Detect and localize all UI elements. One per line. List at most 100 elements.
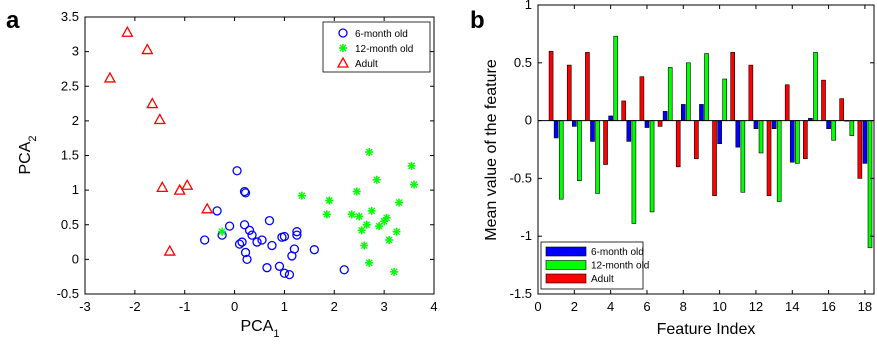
panel-a-point-6-month-old-28 [309,245,319,255]
panel-a-legend-marker-6-month-old [338,28,348,38]
panel-a-legend: 6-month old 12-month old Adult [322,21,431,73]
panel-a-point-12-month-old-15 [382,213,391,222]
panel-b-bar-adult-1 [548,50,554,121]
panel-b-bar-12-month-old-17 [849,120,855,136]
panel-a-x-axis-label-sub: 1 [273,328,279,340]
panel-a-point-6-month-old-11 [247,230,257,240]
panel-a-x-axis-label-main: PCA [240,318,273,335]
panel-a-point-6-month-old-10 [244,225,255,235]
panel-a-point-adult-8 [163,244,176,256]
panel-b-bar-adult-5 [621,100,627,121]
panel-a-point-12-month-old-11 [365,258,374,267]
panel-a-point-6-month-old-16 [240,247,251,258]
panel-a-point-6-month-old-20 [279,268,290,278]
panel-b-bar-12-month-old-18 [867,120,873,249]
panel-a-point-12-month-old-1 [325,196,334,205]
panel-a-y-tick-label-5: 2 [72,113,79,128]
panel-b-x-tick-label-1: 2 [571,299,578,314]
panel-b-bar-6-month-old-2 [572,120,577,127]
panel-a-point-6-month-old-7 [234,239,245,249]
panel-b-bar-adult-16 [821,79,826,121]
panel-b-bar-12-month-old-5 [631,120,637,224]
panel-b-bar-12-month-old-4 [613,35,619,121]
panel-a-x-tick-label-0: -3 [79,299,91,314]
panel-a-legend-label-adult: Adult [355,59,378,70]
panel-a-point-12-month-old-9 [365,148,374,157]
panel-a-point-adult-3 [153,113,166,125]
panel-a-point-12-month-old-0 [297,191,306,200]
panel-a-legend-label-6-month-old: 6-month old [355,29,408,40]
panel-a-y-tick-label-8: 3.5 [61,9,79,24]
panel-b-bar-adult-10 [712,120,717,197]
panel-a-point-6-month-old-15 [267,240,277,251]
panel-b-bar-adult-17 [839,98,844,121]
panel-a-point-6-month-old-29 [339,265,349,275]
panel-a-point-12-month-old-22 [218,227,227,236]
panel-a-y-tick-label-0: -0.5 [57,286,79,301]
panel-a-point-12-month-old-17 [390,267,399,276]
panel-a-point-adult-4 [103,71,117,83]
panel-a-point-12-month-old-8 [362,220,371,229]
panel-a-point-6-month-old-25 [292,230,302,240]
panel-a-point-12-month-old-4 [347,210,356,219]
panel-b-bar-6-month-old-10 [717,120,722,145]
panel-b-bar-adult-9 [694,120,699,160]
panel-a-point-12-month-old-10 [367,206,376,215]
panel-b-legend-swatch-12-month-old [545,260,587,270]
panel-a-x-tick-label-4: 1 [281,299,288,314]
panel-b-bar-6-month-old-9 [699,104,704,121]
panel-a-point-6-month-old-18 [262,263,272,273]
panel-a-y-tick-label-6: 2.5 [61,78,79,93]
panel-a-y-tick-label-3: 1 [72,182,79,197]
panel-b-bar-6-month-old-1 [553,120,559,139]
panel-b-x-axis-label: Feature Index [657,321,756,338]
panel-b-bar-12-month-old-1 [558,120,564,200]
panel-a-marks [103,25,419,280]
panel-b-bar-6-month-old-5 [626,120,632,142]
panel-b-bar-adult-18 [857,120,863,179]
panel-b-letter: b [470,7,485,34]
panel-a-point-6-month-old-27 [289,244,300,254]
panel-a-legend-box [322,21,431,73]
panel-b-x-tick-label-7: 14 [785,299,799,314]
panel-b-bar-adult-2 [566,64,572,121]
panel-b-bar-6-month-old-7 [662,111,668,121]
panel-b-x-tick-label-0: 0 [534,299,541,314]
panel-a-y-tick-label-2: 0.5 [61,217,79,232]
panel-b-bar-6-month-old-6 [644,120,650,128]
panel-b-x-tick-label-3: 6 [643,299,650,314]
panel-a-point-6-month-old-19 [274,261,285,271]
panel-a-x-tick-label-5: 2 [331,299,338,314]
panel-a-point-12-month-old-16 [385,235,394,244]
panel-b-bar-12-month-old-10 [722,78,728,121]
panel-b-bar-adult-3 [585,52,590,121]
panel-b-bar-6-month-old-12 [753,120,759,129]
panel-b-y-tick-label-2: -0.5 [510,170,532,185]
panel-b-y-tick-label-3: 0 [525,113,532,128]
panel-a-y-axis-label-main: PCA [17,141,34,174]
panel-b-legend-swatch-6-month-old [545,246,587,257]
panel-b-x-tick-label-9: 18 [858,299,872,314]
panel-b-bar-adult-11 [730,52,735,121]
panel-a-point-adult-9 [201,202,214,214]
panel-b-marks [538,35,874,249]
panel-b-bar-6-month-old-13 [771,120,777,129]
panel-b-legend-label-6-month-old: 6-month old [591,247,644,258]
panel-a-y-axis-label: PCA2 [17,135,39,174]
panel-b-bar-6-month-old-18 [862,120,868,164]
panel-a-x-tick-label-3: 0 [231,299,238,314]
panel-b-legend-swatch-adult [545,273,587,284]
panel-b-bar-12-month-old-6 [649,120,655,213]
panel-b-legend-label-12-month-old: 12-month old [591,261,649,272]
panel-a-point-adult-7 [181,178,194,190]
panel-a-y-axis-label-sub: 2 [27,135,39,141]
panel-a-y-tick-label-4: 1.5 [61,148,79,163]
panel-b-bar-adult-4 [603,120,608,165]
panel-b-ticks: 0 2 4 6 8 10 12 14 16 18 -1.5 -1 -0.5 0 0.5 1 [510,0,874,314]
panel-b-y-axis-label: Mean value of the feature [483,59,500,241]
panel-b-bar-adult-7 [657,120,663,127]
panel-a-point-12-month-old-19 [395,198,404,207]
panel-b-bar-6-month-old-4 [608,115,613,121]
panel-b-bar-adult-6 [639,76,645,121]
panel-a-point-6-month-old-14 [264,215,275,226]
